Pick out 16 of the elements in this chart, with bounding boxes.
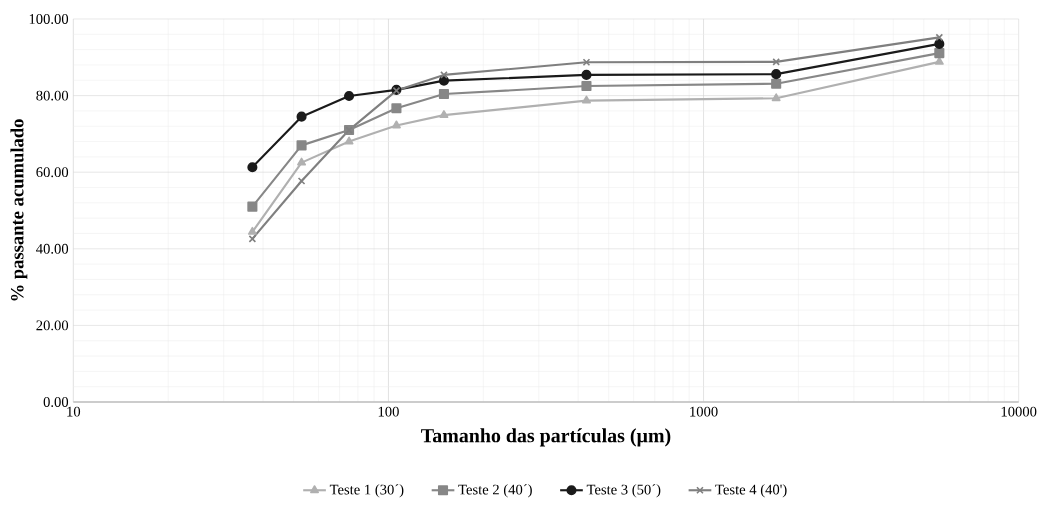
y-tick-label: 100.00	[29, 14, 69, 24]
legend-label: Teste 4 (40')	[715, 484, 787, 498]
x-tick-label: 10000	[1001, 406, 1037, 417]
legend-label: Teste 2 (40´)	[458, 484, 532, 498]
y-axis-title: % passante acumulado	[10, 119, 28, 301]
y-tick-label: 0.00	[43, 397, 69, 407]
y-tick-label: 40.00	[36, 243, 69, 254]
legend-label: Teste 1 (30´)	[329, 484, 404, 498]
legend-label: Teste 3 (50´)	[586, 484, 661, 498]
y-tick-label: 60.00	[36, 167, 69, 178]
x-tick-label: 1000	[690, 406, 718, 417]
x-axis-title: Tamanho das partículas (µm)	[421, 428, 671, 447]
y-tick-label: 80.00	[36, 90, 69, 101]
x-tick-label: 100	[378, 406, 399, 417]
y-tick-label: 20.00	[36, 320, 69, 331]
x-tick-label: 10	[67, 406, 81, 417]
